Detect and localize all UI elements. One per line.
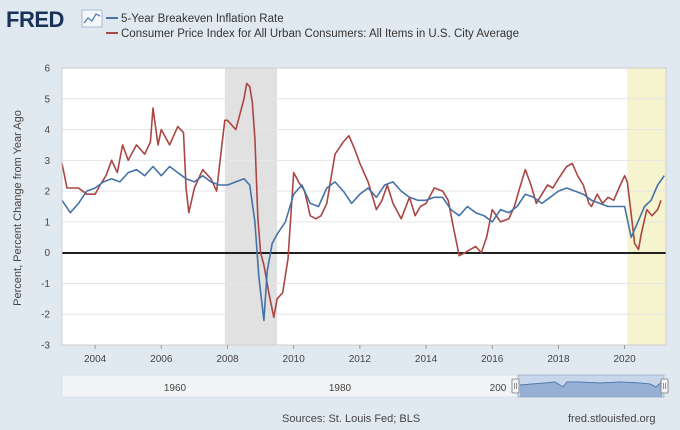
recession-band <box>627 68 666 345</box>
fred-logo[interactable]: FRED <box>6 7 64 32</box>
x-tick-label: 2018 <box>547 354 570 365</box>
series-line-breakeven[interactable] <box>61 165 665 322</box>
x-tick-label: 2010 <box>283 354 306 365</box>
legend-label-breakeven: 5-Year Breakeven Inflation Rate <box>121 13 284 25</box>
y-tick-label: 2 <box>44 187 50 198</box>
y-axis-title: Percent, Percent Change from Year Ago <box>12 110 24 306</box>
navigator-handle-right[interactable] <box>660 378 669 394</box>
sparkline-icon <box>81 9 103 28</box>
navigator-label-1980: 1980 <box>329 383 352 394</box>
y-tick-label: 0 <box>44 248 50 259</box>
y-tick-label: 6 <box>44 64 50 75</box>
recession-band <box>224 68 278 345</box>
x-axis: 2004 2006 2008 2010 2012 2014 2016 2018 2020 <box>84 345 636 365</box>
x-tick-label: 2016 <box>481 354 504 365</box>
y-tick-label: 4 <box>44 125 50 136</box>
x-tick-label: 2008 <box>216 354 239 365</box>
series-line-cpi[interactable] <box>61 82 662 319</box>
y-tick-label: -2 <box>41 310 50 321</box>
series-layer <box>61 82 665 322</box>
y-tick-label: 1 <box>44 217 50 228</box>
navigator-handle-left[interactable] <box>511 378 520 394</box>
navigator-label-1960: 1960 <box>164 383 187 394</box>
fred-site-link[interactable]: fred.stlouisfed.org <box>568 413 655 425</box>
x-tick-label: 2004 <box>84 354 107 365</box>
y-tick-label: -1 <box>41 279 50 290</box>
x-tick-label: 2012 <box>349 354 372 365</box>
plot-border <box>61 67 667 346</box>
x-tick-label: 2006 <box>150 354 173 365</box>
x-tick-label: 2014 <box>415 354 438 365</box>
recession-shading <box>224 68 666 345</box>
navigator-label-2000: 200 <box>490 383 507 394</box>
legend-label-cpi: Consumer Price Index for All Urban Consu… <box>121 28 519 40</box>
y-tick-label: 3 <box>44 156 50 167</box>
y-tick-label: 5 <box>44 94 50 105</box>
y-axis: -3 -2 -1 0 1 2 3 4 5 6 <box>41 64 50 352</box>
navigator-series-fill <box>520 382 662 397</box>
source-text: Sources: St. Louis Fed; BLS <box>282 413 420 425</box>
plot-area <box>62 68 666 345</box>
x-tick-label: 2020 <box>614 354 637 365</box>
navigator[interactable]: 1960 1980 200 <box>61 374 669 398</box>
y-tick-label: -3 <box>41 341 50 352</box>
